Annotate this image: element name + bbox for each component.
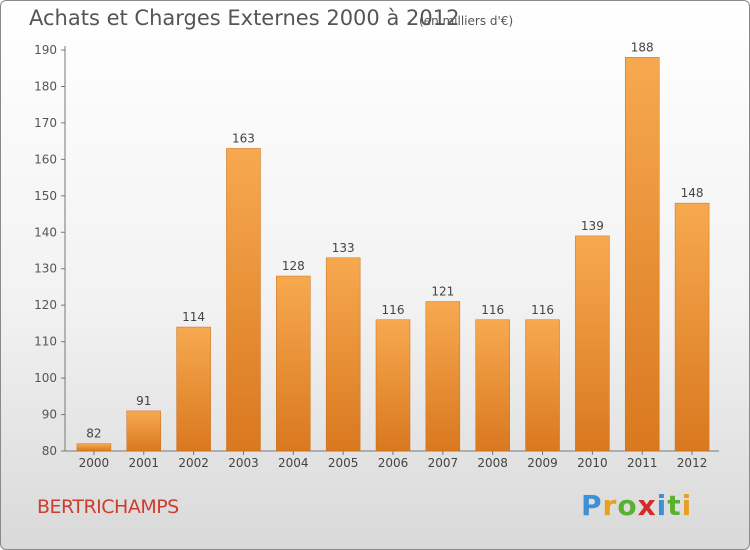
x-tick-label: 2006 (378, 456, 409, 470)
x-tick-label: 2003 (228, 456, 259, 470)
data-label: 116 (382, 303, 405, 317)
y-tick-label: 190 (34, 43, 57, 57)
x-tick-label: 2012 (677, 456, 708, 470)
y-tick-label: 90 (42, 408, 57, 422)
data-label: 148 (681, 186, 704, 200)
chart-title: Achats et Charges Externes 2000 à 2012 (29, 6, 460, 30)
bar (76, 443, 112, 452)
y-tick-label: 160 (34, 152, 57, 166)
bar (624, 57, 660, 452)
x-tick-label: 2011 (627, 456, 658, 470)
bar (276, 275, 311, 452)
y-tick-label: 130 (34, 262, 57, 276)
brand-letter: i (656, 489, 668, 522)
data-label: 133 (332, 241, 355, 255)
data-label: 82 (86, 427, 101, 441)
brand-letter: t (667, 489, 682, 522)
bar (525, 319, 560, 452)
bar (126, 410, 162, 452)
bar (674, 202, 710, 452)
x-tick-label: 2002 (178, 456, 209, 470)
brand-letter: r (602, 489, 618, 522)
x-tick-label: 2004 (278, 456, 309, 470)
data-label: 116 (481, 303, 504, 317)
y-tick-label: 180 (34, 79, 57, 93)
bar (425, 301, 461, 452)
x-tick-label: 2005 (328, 456, 359, 470)
data-label: 114 (182, 310, 205, 324)
x-tick-label: 2010 (577, 456, 608, 470)
bar (575, 235, 610, 452)
bar (325, 257, 361, 452)
x-tick-label: 2008 (477, 456, 508, 470)
y-tick-label: 110 (34, 335, 57, 349)
commune-name: BERTRICHAMPS (37, 496, 179, 518)
y-tick-label: 170 (34, 116, 57, 130)
y-tick-label: 120 (34, 298, 57, 312)
data-label: 116 (531, 303, 554, 317)
y-tick-label: 100 (34, 371, 57, 385)
bar (375, 319, 411, 452)
x-tick-label: 2009 (527, 456, 558, 470)
brand-letter: x (637, 489, 657, 522)
data-label: 121 (431, 285, 454, 299)
brand-letter: i (681, 489, 693, 522)
y-tick-label: 140 (34, 225, 57, 239)
data-label: 163 (232, 131, 255, 145)
y-tick-label: 150 (34, 189, 57, 203)
x-tick-label: 2007 (428, 456, 459, 470)
brand-letter: P (581, 489, 603, 522)
y-tick-label: 80 (42, 444, 57, 458)
bar (475, 319, 510, 452)
data-label: 91 (136, 394, 151, 408)
data-label: 188 (631, 40, 654, 54)
data-label: 128 (282, 259, 305, 273)
chart-subtitle: (en milliers d'€) (419, 14, 514, 28)
x-tick-label: 2001 (128, 456, 159, 470)
data-label: 139 (581, 219, 604, 233)
brand-logo: Proxiti (581, 489, 692, 522)
bar (176, 326, 211, 452)
x-tick-label: 2000 (79, 456, 110, 470)
bar (226, 148, 261, 452)
brand-letter: o (617, 489, 638, 522)
